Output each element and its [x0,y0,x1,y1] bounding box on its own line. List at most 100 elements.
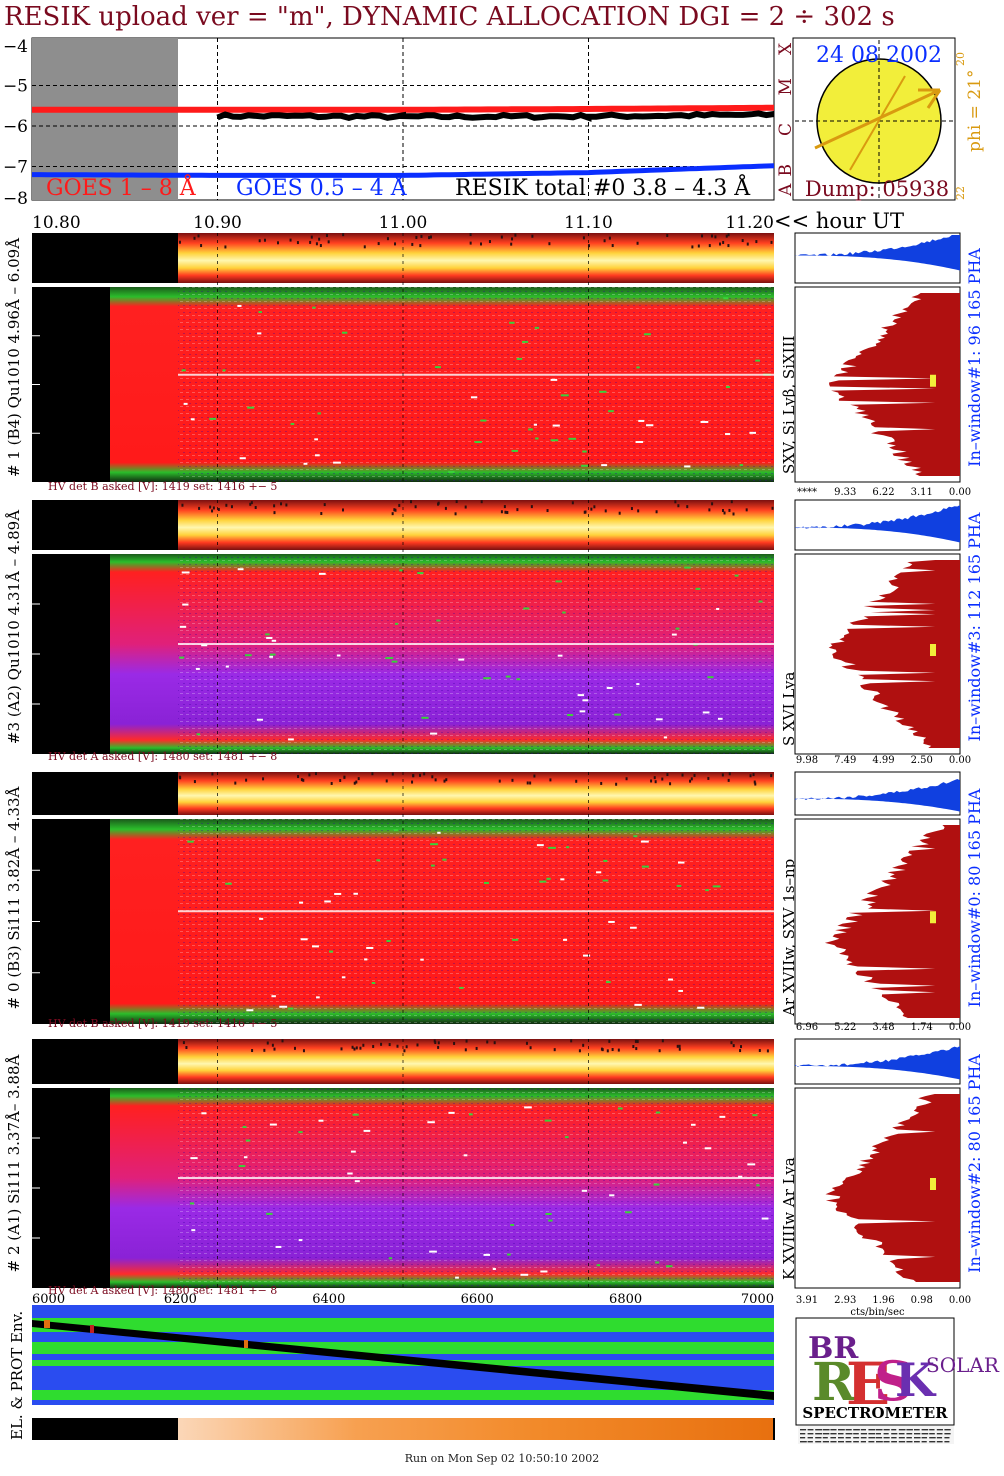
spectrogram-speckle [630,926,637,929]
strip-speckle [498,779,501,783]
cts-tick-label: 0.98 [911,1295,933,1306]
fine-print-mark [936,1441,943,1443]
spectrogram-speckle [463,1154,468,1157]
spectrogram-speckle [312,306,316,309]
strip-speckle [739,1049,742,1053]
strip-speckle [266,1041,269,1045]
strip-speckle [454,512,457,516]
hv-label: HV det A asked [V]: 1480 set: 1481 +− 8 [48,1284,277,1297]
spectrogram-speckle [725,433,731,436]
spectrogram-texture [178,819,774,1024]
strip-speckle [548,242,551,246]
strip-speckle [582,236,585,240]
fine-print-mark [944,1433,951,1435]
fine-print-mark [822,1437,828,1439]
fine-print-mark [891,1433,898,1435]
spectrogram-speckle [643,333,651,336]
fine-print-mark [845,1429,852,1431]
strip-speckle [727,244,730,248]
strip-speckle [510,242,513,246]
page-title: RESIK upload ver = "m", DYNAMIC ALLOCATI… [4,2,895,32]
strip-speckle [655,510,658,514]
strip-speckle [674,500,677,504]
y-tick-label: −8 [3,189,28,209]
spectrogram-gap [32,287,110,482]
fine-print-mark [936,1433,943,1435]
fine-print-mark [830,1429,837,1431]
strip-speckle [526,781,529,785]
strip-speckle [578,1049,581,1053]
fine-print-mark [815,1437,822,1439]
strip-speckle [251,1049,254,1053]
spectrogram-speckle [550,378,558,381]
strip-speckle [676,1044,679,1048]
fine-print-mark [868,1441,875,1443]
strip-speckle [351,1045,354,1049]
spectrogram-speckle [317,412,321,415]
spectrogram-speckle [298,1131,303,1134]
fine-print-mark [868,1437,876,1439]
goes-class-label: M [776,78,796,95]
strip-speckle [276,241,279,245]
hv-label: HV det B asked [V]: 1419 set: 1416 +− 5 [48,480,277,493]
legend-goes-short: GOES 0.5 – 4 Å [236,173,408,201]
strip-speckle [362,1043,365,1047]
strip-speckle [500,235,503,239]
strip-speckle [697,244,700,248]
env-tick-label: 6000 [32,1292,65,1307]
spectrogram-speckle [738,1175,743,1178]
strip-speckle [198,506,201,510]
fine-print-mark [921,1429,929,1431]
strip-speckle [690,777,693,781]
env-tick-label: 6200 [164,1292,197,1307]
spectrogram-speckle [434,366,441,369]
strip-speckle [503,505,506,509]
strip-speckle [707,776,710,780]
spectrogram-speckle [636,366,640,369]
strip-speckle [514,233,517,237]
strip-speckle [230,505,233,509]
spectrogram-speckle [606,981,611,984]
strip-speckle [437,1045,440,1049]
strip-speckle [393,508,396,512]
spectrogram-speckle [298,1239,303,1242]
strip-speckle [771,506,774,510]
strip-speckle [419,773,422,777]
fine-print-mark [936,1429,943,1431]
strip-speckle [250,501,253,505]
strip-speckle [770,774,773,778]
strip-speckle [582,1043,585,1047]
strip-speckle [323,503,326,507]
fine-print-mark [860,1437,867,1439]
cts-tick-label: 0.00 [949,487,971,498]
strip-speckle [419,244,422,248]
spectrogram-speckle [599,390,607,393]
spectrogram-speckle [655,1111,661,1114]
spectrogram-speckle [602,879,609,882]
strip-speckle [273,1047,276,1051]
pha-red-histogram [824,825,960,1018]
strip-speckle [300,778,303,782]
spectrogram-texture [178,1088,774,1288]
cts-tick-label: 2.93 [834,1295,856,1306]
window-marker [930,911,936,924]
strip-speckle [355,1046,358,1050]
strip-speckle [209,505,212,509]
obs-date: 24 08 2002 [816,43,942,68]
time-tick-label: 11.10 [564,213,613,233]
fine-print-mark [822,1441,830,1443]
strip-speckle [636,241,639,245]
spectrogram-speckle [608,410,614,413]
strip-speckle [371,772,374,776]
spectrogram-speckle [312,945,319,948]
strip-speckle [486,1040,489,1044]
cts-tick-label: 4.99 [872,755,894,766]
strip-speckle [650,779,653,783]
fine-print-mark [914,1429,920,1431]
env-label: EL. & PROT Env. [8,1311,26,1440]
spectrogram-speckle [421,716,429,719]
fine-print-mark [883,1441,890,1443]
spectrogram-speckle [324,900,331,903]
env-strip [178,1418,774,1440]
spectrogram-speckle [187,840,194,843]
